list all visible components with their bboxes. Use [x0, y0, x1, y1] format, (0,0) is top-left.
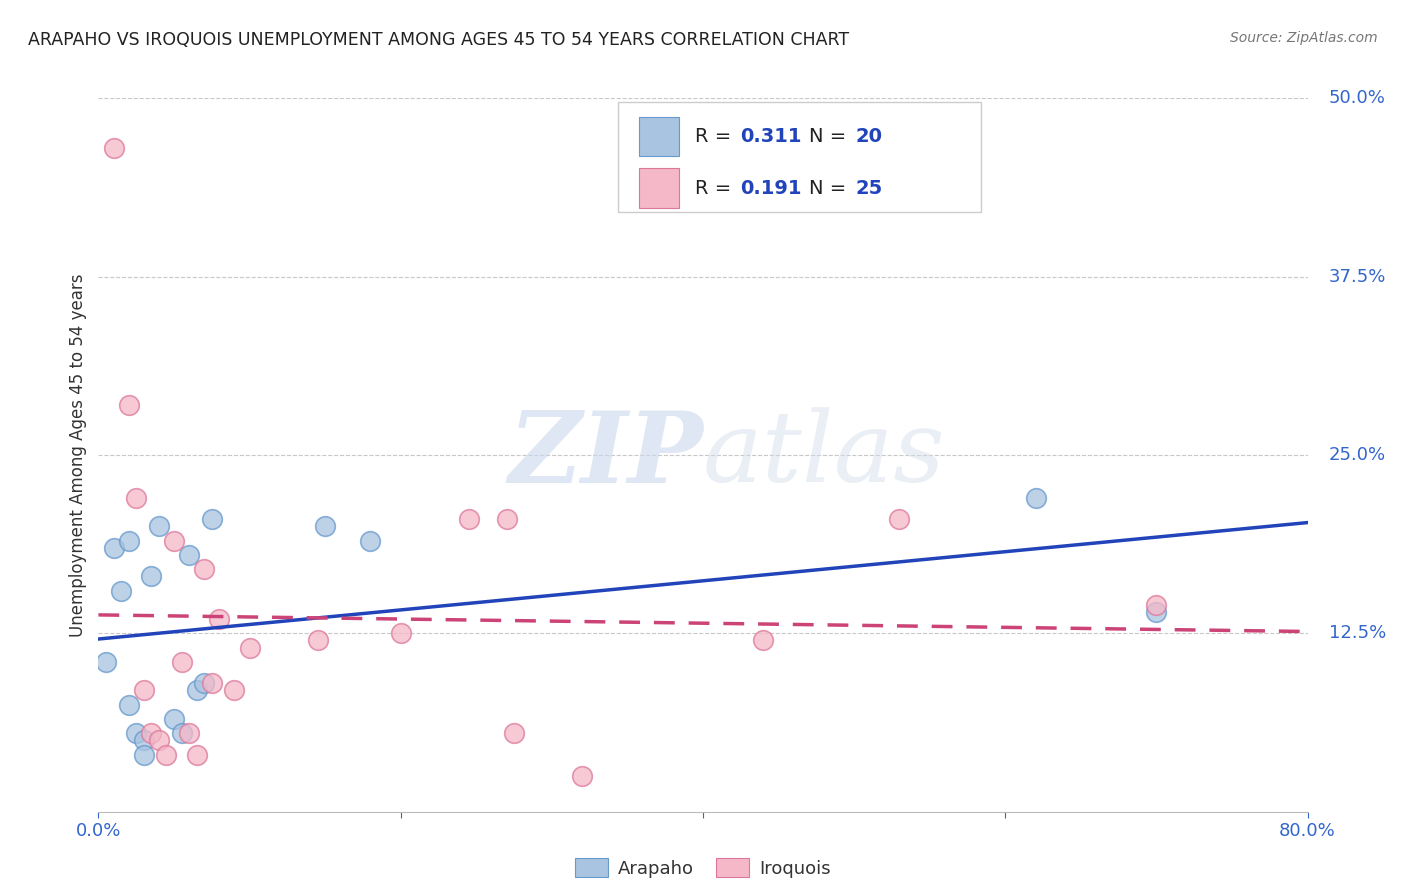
Text: 12.5%: 12.5%	[1329, 624, 1386, 642]
Point	[170, 655, 193, 669]
Point	[571, 769, 593, 783]
Text: R =: R =	[695, 178, 737, 197]
Point	[170, 726, 193, 740]
Point	[132, 683, 155, 698]
Text: 25.0%: 25.0%	[1329, 446, 1386, 464]
Point	[457, 512, 479, 526]
Text: Source: ZipAtlas.com: Source: ZipAtlas.com	[1230, 31, 1378, 45]
Text: ARAPAHO VS IROQUOIS UNEMPLOYMENT AMONG AGES 45 TO 54 YEARS CORRELATION CHART: ARAPAHO VS IROQUOIS UNEMPLOYMENT AMONG A…	[28, 31, 849, 49]
Point	[208, 612, 231, 626]
FancyBboxPatch shape	[619, 102, 981, 212]
Point	[148, 519, 170, 533]
Point	[118, 698, 141, 712]
Point	[224, 683, 246, 698]
Point	[177, 726, 201, 740]
Y-axis label: Unemployment Among Ages 45 to 54 years: Unemployment Among Ages 45 to 54 years	[69, 273, 87, 637]
Point	[307, 633, 329, 648]
Text: atlas: atlas	[703, 408, 946, 502]
Point	[118, 533, 141, 548]
Point	[163, 712, 186, 726]
Point	[177, 548, 201, 562]
Point	[94, 655, 117, 669]
Legend: Arapaho, Iroquois: Arapaho, Iroquois	[568, 851, 838, 885]
Point	[103, 541, 125, 555]
Point	[495, 512, 517, 526]
Text: 20: 20	[855, 127, 883, 145]
Point	[125, 726, 148, 740]
Point	[118, 398, 141, 412]
Text: R =: R =	[695, 127, 737, 145]
Point	[103, 141, 125, 155]
Text: ZIP: ZIP	[508, 407, 703, 503]
Text: 37.5%: 37.5%	[1329, 268, 1386, 285]
Point	[314, 519, 336, 533]
FancyBboxPatch shape	[638, 169, 679, 208]
Point	[1024, 491, 1046, 505]
Point	[186, 683, 208, 698]
Point	[193, 562, 215, 576]
Point	[186, 747, 208, 762]
Point	[239, 640, 262, 655]
Point	[141, 569, 163, 583]
Text: 0.311: 0.311	[741, 127, 801, 145]
Point	[1144, 598, 1167, 612]
Point	[163, 533, 186, 548]
Point	[1144, 605, 1167, 619]
FancyBboxPatch shape	[638, 117, 679, 156]
Point	[148, 733, 170, 747]
Point	[193, 676, 215, 690]
Point	[125, 491, 148, 505]
Point	[132, 747, 155, 762]
Text: 25: 25	[855, 178, 883, 197]
Point	[110, 583, 132, 598]
Text: N =: N =	[810, 127, 853, 145]
Point	[201, 676, 224, 690]
Point	[155, 747, 177, 762]
Point	[201, 512, 224, 526]
Point	[389, 626, 412, 640]
Text: 50.0%: 50.0%	[1329, 89, 1385, 107]
Point	[132, 733, 155, 747]
Point	[889, 512, 911, 526]
Point	[141, 726, 163, 740]
Text: N =: N =	[810, 178, 853, 197]
Text: 0.191: 0.191	[741, 178, 801, 197]
Point	[752, 633, 775, 648]
Point	[503, 726, 526, 740]
Point	[360, 533, 382, 548]
